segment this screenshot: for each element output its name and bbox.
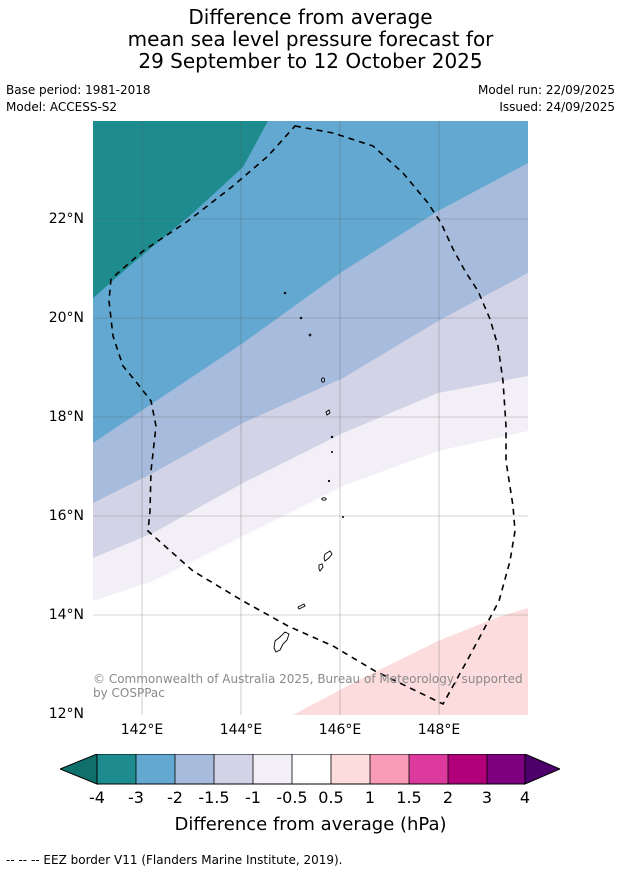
lat-label-20: 20°N — [48, 310, 84, 326]
colorbar-bin-8 — [370, 754, 409, 784]
colorbar-tick-3: -2 — [167, 788, 183, 807]
title-line-3: 29 September to 12 October 2025 — [138, 49, 483, 73]
copyright-note: © Commonwealth of Australia 2025, Bureau… — [93, 672, 523, 700]
colorbar-tick-11: 3 — [481, 788, 493, 807]
meta-left: Base period: 1981-2018 Model: ACCESS-S2 — [6, 82, 151, 116]
colorbar-tick-8: 1 — [364, 788, 376, 807]
pressure-anomaly-map — [93, 121, 528, 715]
colorbar-over-arrow — [524, 754, 560, 785]
colorbar-bin-4 — [214, 754, 253, 784]
island-outlines — [273, 291, 345, 653]
issued-date: Issued: 24/09/2025 — [499, 100, 615, 114]
colorbar-bin-1 — [97, 754, 136, 784]
colorbar-under-arrow — [60, 754, 98, 785]
colorbar-bin-3 — [175, 754, 214, 784]
colorbar — [60, 754, 560, 785]
colorbar-title: Difference from average (hPa) — [174, 814, 447, 835]
colorbar-tick-9: 1.5 — [396, 788, 422, 807]
colorbar-bin-5 — [253, 754, 292, 784]
colorbar-tick-12: 4 — [519, 788, 531, 807]
colorbar-tick-7: 0.5 — [318, 788, 344, 807]
colorbar-bin-6 — [292, 754, 331, 784]
colorbar-tick-10: 2 — [442, 788, 454, 807]
colorbar-tick-2: -3 — [128, 788, 144, 807]
graticule — [93, 121, 528, 715]
base-period: Base period: 1981-2018 — [6, 83, 151, 97]
band-minus-2-to-3 — [93, 121, 268, 298]
colorbar-bin-10 — [448, 754, 487, 784]
title-line-2: mean sea level pressure forecast for — [127, 27, 494, 51]
band-plus-0.5 — [293, 608, 528, 715]
colorbar-bin-11 — [487, 754, 525, 784]
lon-label-144: 144°E — [219, 722, 263, 738]
lon-label-146: 146°E — [318, 722, 362, 738]
lon-label-142: 142°E — [120, 722, 164, 738]
colorbar-bin-7 — [331, 754, 370, 784]
title-line-1: Difference from average — [188, 5, 433, 29]
colorbar-tick-1: -4 — [89, 788, 105, 807]
colorbar-bin-2 — [136, 754, 175, 784]
eez-legend-note: -- -- -- EEZ border V11 (Flanders Marine… — [6, 853, 343, 867]
meta-right: Model run: 22/09/2025 Issued: 24/09/2025 — [478, 82, 615, 116]
colorbar-tick-5: -1 — [245, 788, 261, 807]
lat-label-16: 16°N — [48, 508, 84, 524]
lon-label-148: 148°E — [417, 722, 461, 738]
lat-label-18: 18°N — [48, 409, 84, 425]
map-title: Difference from average mean sea level p… — [0, 6, 621, 72]
lat-label-12: 12°N — [48, 706, 84, 722]
colorbar-tick-4: -1.5 — [198, 788, 230, 807]
colorbar-bin-9 — [409, 754, 448, 784]
lat-label-14: 14°N — [48, 607, 84, 623]
eez-border — [108, 125, 516, 706]
colorbar-tick-6: -0.5 — [276, 788, 308, 807]
model-name: Model: ACCESS-S2 — [6, 100, 118, 114]
model-run: Model run: 22/09/2025 — [477, 83, 615, 97]
lat-label-22: 22°N — [48, 211, 84, 227]
